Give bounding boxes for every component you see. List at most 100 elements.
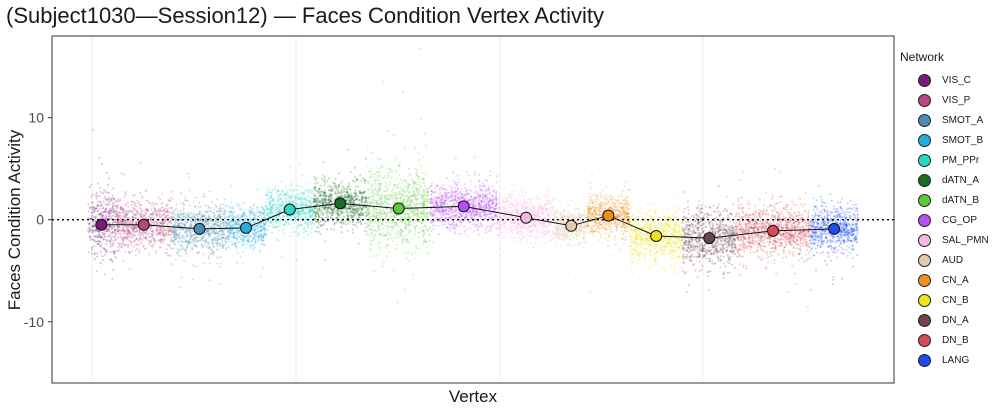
scatter-point [209,206,212,209]
scatter-point [133,226,136,229]
scatter-point [389,214,392,217]
scatter-point [211,239,214,242]
scatter-point [370,229,373,232]
scatter-point [257,235,260,238]
scatter-point [94,220,96,223]
scatter-point [290,231,293,234]
scatter-point [219,220,222,223]
scatter-point [260,217,263,220]
scatter-point [175,229,178,231]
scatter-point [286,192,289,195]
scatter-point [191,235,193,238]
scatter-point [96,230,99,232]
scatter-point [130,228,133,231]
scatter-point [91,206,94,209]
scatter-point [153,241,156,244]
scatter-point [322,180,325,182]
scatter-point [184,213,187,216]
scatter-point [405,240,408,243]
scatter-point [126,233,129,235]
scatter-point [132,228,135,231]
scatter-point [180,212,183,215]
scatter-point [220,262,222,265]
scatter-point [314,206,316,209]
scatter-point [222,207,225,210]
scatter-point [216,262,219,265]
scatter-point [388,250,391,253]
scatter-point [131,221,134,224]
scatter-point [186,246,188,249]
scatter-point [112,197,115,200]
scatter-point [115,227,118,230]
scatter-point [195,235,198,238]
scatter-point [419,181,422,184]
scatter-point [183,224,186,227]
scatter-point [161,239,164,242]
scatter-point [153,220,156,223]
scatter-point [426,188,429,191]
scatter-point [127,205,130,208]
scatter-point [339,221,341,224]
scatter-point [126,201,129,204]
scatter-point [184,240,187,243]
scatter-point [165,247,168,250]
scatter-point [222,231,225,234]
scatter-point [353,223,356,226]
scatter-point [126,236,129,239]
scatter-point [402,193,405,196]
scatter-point [136,213,139,216]
scatter-point [140,238,143,241]
scatter-point [120,208,123,211]
scatter-point [420,193,422,196]
scatter-point [349,211,352,214]
scatter-point [399,231,402,234]
scatter-point [250,209,253,212]
scatter-point [368,221,371,224]
scatter-point [89,228,92,231]
scatter-point [178,235,181,238]
scatter-point [109,209,112,212]
scatter-point [210,252,212,255]
scatter-point [154,229,157,232]
scatter-point [184,235,187,238]
scatter-point [102,207,105,210]
scatter-point [417,236,420,239]
scatter-point [373,183,376,185]
scatter-point [132,222,134,225]
scatter-point [115,233,117,236]
scatter-point [224,217,226,220]
scatter-point [169,216,172,219]
scatter-point [382,261,385,263]
scatter-point [186,235,189,238]
scatter-point [272,197,275,200]
scatter-point [214,238,217,241]
scatter-point [178,225,181,228]
scatter-point [111,260,114,263]
scatter-point [193,244,196,247]
scatter-point [424,195,427,198]
scatter-point [148,232,151,235]
scatter-point [105,242,108,245]
scatter-point [370,171,373,174]
scatter-point [153,237,156,240]
scatter-point [115,221,118,224]
scatter-point [89,207,91,210]
scatter-point [109,225,112,228]
scatter-point [155,222,158,225]
scatter-point [123,228,125,231]
scatter-point [333,228,335,231]
scatter-point [122,229,125,232]
scatter-point [135,230,138,233]
scatter-point [327,201,330,204]
scatter-point [173,232,176,235]
scatter-point [103,247,106,250]
scatter-point [232,241,235,244]
scatter-point [142,212,145,215]
scatter-point [134,216,137,219]
scatter-point [205,218,207,221]
scatter-point [161,201,164,204]
scatter-point [386,189,389,192]
scatter-point [108,211,111,214]
scatter-point [243,243,246,245]
scatter-point [94,207,97,210]
